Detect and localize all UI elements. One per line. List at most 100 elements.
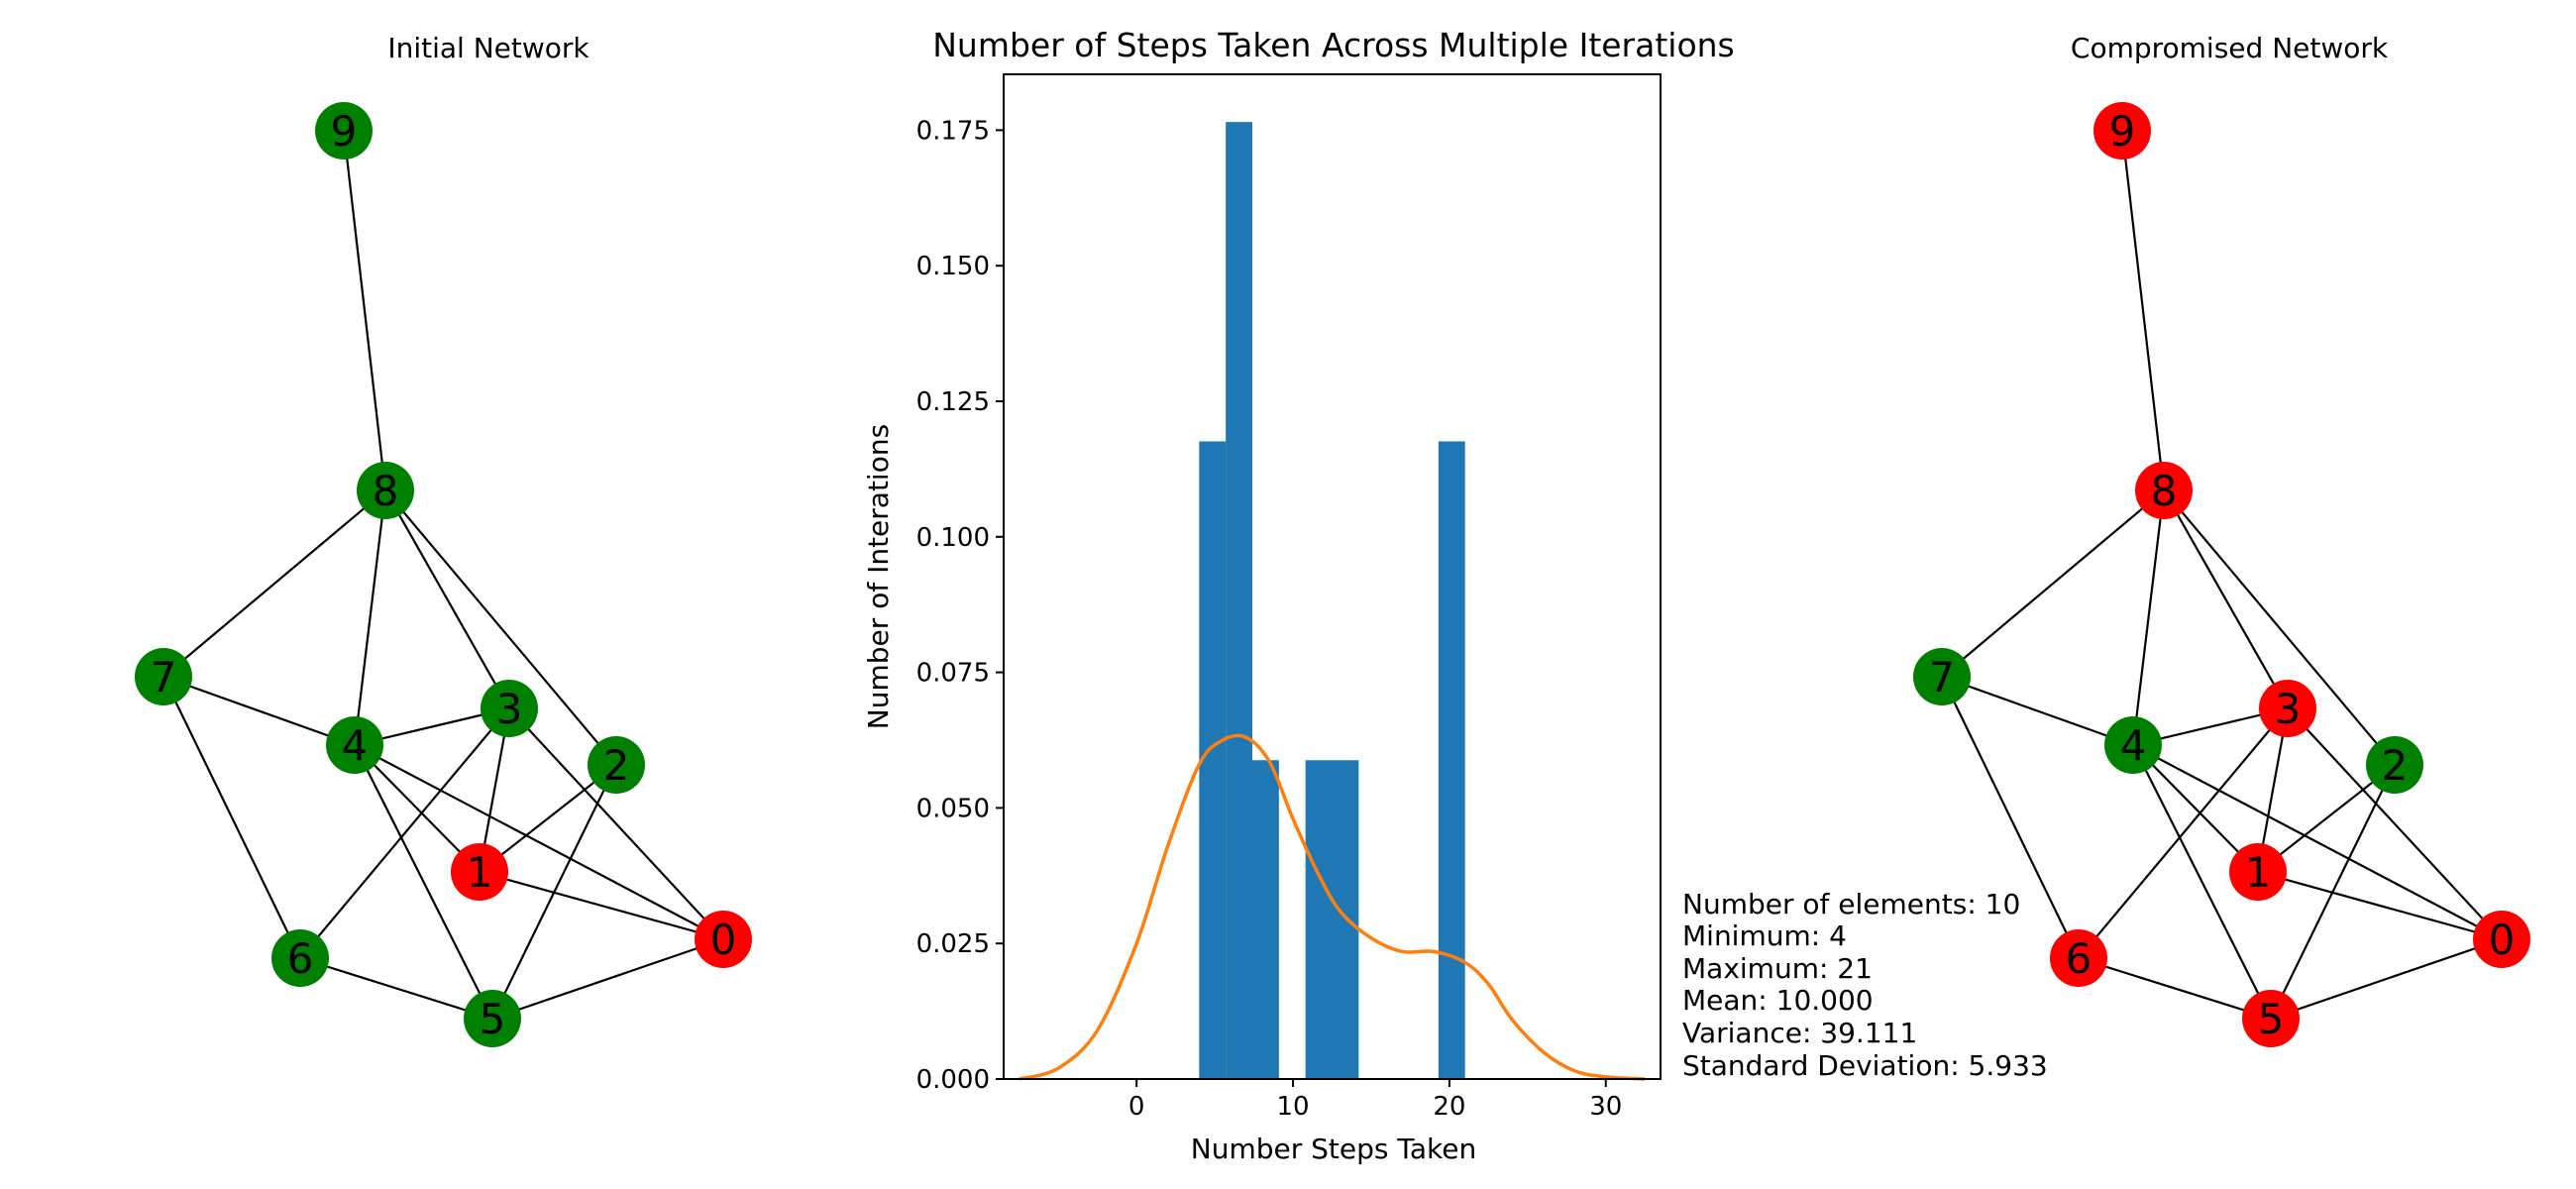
kde-curve bbox=[1019, 733, 1646, 1081]
node-label-0: 0 bbox=[2489, 916, 2516, 964]
compromised-network-title: Compromised Network bbox=[2071, 32, 2389, 64]
histogram-bar bbox=[1251, 760, 1279, 1079]
edge-8-4 bbox=[353, 489, 387, 746]
histogram-bar bbox=[1438, 441, 1465, 1080]
edge-4-0 bbox=[354, 744, 724, 940]
y-tick-label: 0.050 bbox=[916, 794, 990, 823]
node-3 bbox=[481, 680, 538, 737]
edge-3-0 bbox=[508, 707, 724, 940]
y-axis-label: Number of Interations bbox=[862, 424, 895, 729]
node-8 bbox=[2135, 462, 2193, 519]
edge-4-1 bbox=[2132, 744, 2259, 873]
node-label-7: 7 bbox=[151, 653, 177, 702]
initial-network-title: Initial Network bbox=[387, 32, 590, 64]
stat-count: Number of elements: 10 bbox=[1682, 888, 2020, 920]
node-label-1: 1 bbox=[2245, 848, 2272, 897]
edge-7-6 bbox=[162, 676, 301, 959]
node-6 bbox=[271, 929, 329, 987]
x-axis-label: Number Steps Taken bbox=[1191, 1133, 1476, 1165]
node-0 bbox=[695, 911, 752, 968]
node-0 bbox=[2473, 911, 2530, 968]
edge-1-0 bbox=[2257, 870, 2503, 941]
edge-2-1 bbox=[2257, 764, 2396, 873]
edge-1-0 bbox=[479, 870, 724, 941]
node-label-6: 6 bbox=[2066, 934, 2093, 983]
statistics-summary: Number of elements: 10 Minimum: 4 Maximu… bbox=[1682, 888, 2048, 1082]
edge-7-4 bbox=[1941, 675, 2134, 747]
node-label-2: 2 bbox=[2382, 741, 2409, 790]
compromised-network-graph: Compromised Network 0 1 2 3 4 5 6 7 8 9 bbox=[1913, 32, 2530, 1047]
node-label-4: 4 bbox=[2120, 721, 2147, 770]
edge-4-5 bbox=[2132, 744, 2272, 1020]
node-5 bbox=[464, 990, 521, 1047]
node-8 bbox=[357, 462, 414, 519]
edge-4-0 bbox=[2132, 744, 2503, 940]
edge-6-5 bbox=[2078, 956, 2272, 1021]
y-tick-label: 0.000 bbox=[916, 1065, 990, 1095]
x-tick-label: 30 bbox=[1589, 1092, 1622, 1122]
node-5 bbox=[2242, 990, 2300, 1047]
x-tick-label: 0 bbox=[1128, 1092, 1145, 1122]
y-tick-label: 0.175 bbox=[916, 116, 990, 146]
x-tick-label: 10 bbox=[1276, 1092, 1309, 1122]
edge-8-7 bbox=[1941, 489, 2165, 678]
node-label-7: 7 bbox=[1929, 653, 1956, 702]
node-label-1: 1 bbox=[467, 848, 493, 897]
edge-8-7 bbox=[162, 489, 386, 678]
edge-8-2 bbox=[384, 489, 617, 766]
edge-8-2 bbox=[2163, 489, 2396, 766]
stat-maximum: Maximum: 21 bbox=[1682, 952, 1873, 985]
edge-5-0 bbox=[2270, 937, 2503, 1021]
node-4 bbox=[2104, 716, 2162, 774]
node-9 bbox=[315, 102, 373, 160]
y-tick-label: 0.100 bbox=[916, 523, 990, 553]
node-label-3: 3 bbox=[496, 685, 523, 733]
edge-4-5 bbox=[354, 744, 493, 1020]
edge-9-8 bbox=[342, 130, 387, 491]
y-axis-ticks: 0.000 0.025 0.050 0.075 0.100 0.125 0.150 0.175 bbox=[916, 116, 1004, 1095]
node-label-0: 0 bbox=[710, 916, 737, 964]
y-tick-label: 0.075 bbox=[916, 659, 990, 689]
histogram-bar bbox=[1199, 441, 1227, 1080]
node-3 bbox=[2259, 680, 2316, 737]
node-label-9: 9 bbox=[331, 107, 358, 156]
node-label-6: 6 bbox=[287, 934, 314, 983]
edge-2-1 bbox=[479, 764, 617, 873]
edge-7-4 bbox=[162, 675, 356, 747]
node-label-8: 8 bbox=[373, 467, 399, 515]
stat-variance: Variance: 39.111 bbox=[1682, 1017, 1917, 1049]
y-tick-label: 0.025 bbox=[916, 929, 990, 959]
edge-3-6 bbox=[2078, 707, 2289, 959]
edge-3-6 bbox=[299, 707, 510, 959]
node-label-5: 5 bbox=[2258, 995, 2285, 1043]
node-2 bbox=[2366, 736, 2423, 794]
stat-mean: Mean: 10.000 bbox=[1682, 984, 1874, 1017]
edge-8-4 bbox=[2131, 489, 2166, 746]
edge-6-5 bbox=[299, 956, 493, 1021]
histogram-bar bbox=[1226, 122, 1252, 1080]
node-label-3: 3 bbox=[2275, 685, 2302, 733]
node-label-2: 2 bbox=[603, 741, 630, 790]
histogram-bar bbox=[1305, 760, 1333, 1079]
edge-8-3 bbox=[2163, 489, 2289, 709]
histogram-title: Number of Steps Taken Across Multiple It… bbox=[932, 26, 1735, 64]
edge-3-0 bbox=[2287, 707, 2503, 940]
node-label-9: 9 bbox=[2109, 107, 2136, 156]
y-tick-label: 0.125 bbox=[916, 387, 990, 417]
x-tick-label: 20 bbox=[1433, 1092, 1465, 1122]
stat-minimum: Minimum: 4 bbox=[1682, 919, 1847, 952]
edge-7-6 bbox=[1941, 676, 2080, 959]
node-9 bbox=[2093, 102, 2151, 160]
x-axis-ticks: 0 10 20 30 bbox=[1128, 1079, 1622, 1122]
histogram-bars bbox=[1199, 122, 1465, 1080]
edge-9-8 bbox=[2120, 130, 2166, 491]
plot-frame bbox=[1003, 73, 1662, 1080]
stat-std-dev: Standard Deviation: 5.933 bbox=[1682, 1049, 2048, 1082]
edge-4-1 bbox=[354, 744, 481, 873]
y-tick-label: 0.150 bbox=[916, 252, 990, 281]
steps-histogram: Number of Steps Taken Across Multiple It… bbox=[862, 26, 2048, 1165]
node-7 bbox=[1913, 648, 1971, 705]
node-6 bbox=[2050, 929, 2107, 987]
node-label-4: 4 bbox=[342, 721, 369, 770]
